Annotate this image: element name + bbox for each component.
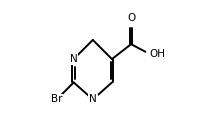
- Text: N: N: [70, 54, 78, 64]
- Text: O: O: [127, 13, 135, 23]
- Text: OH: OH: [150, 49, 166, 59]
- Text: Br: Br: [51, 94, 62, 104]
- Text: N: N: [89, 94, 97, 104]
